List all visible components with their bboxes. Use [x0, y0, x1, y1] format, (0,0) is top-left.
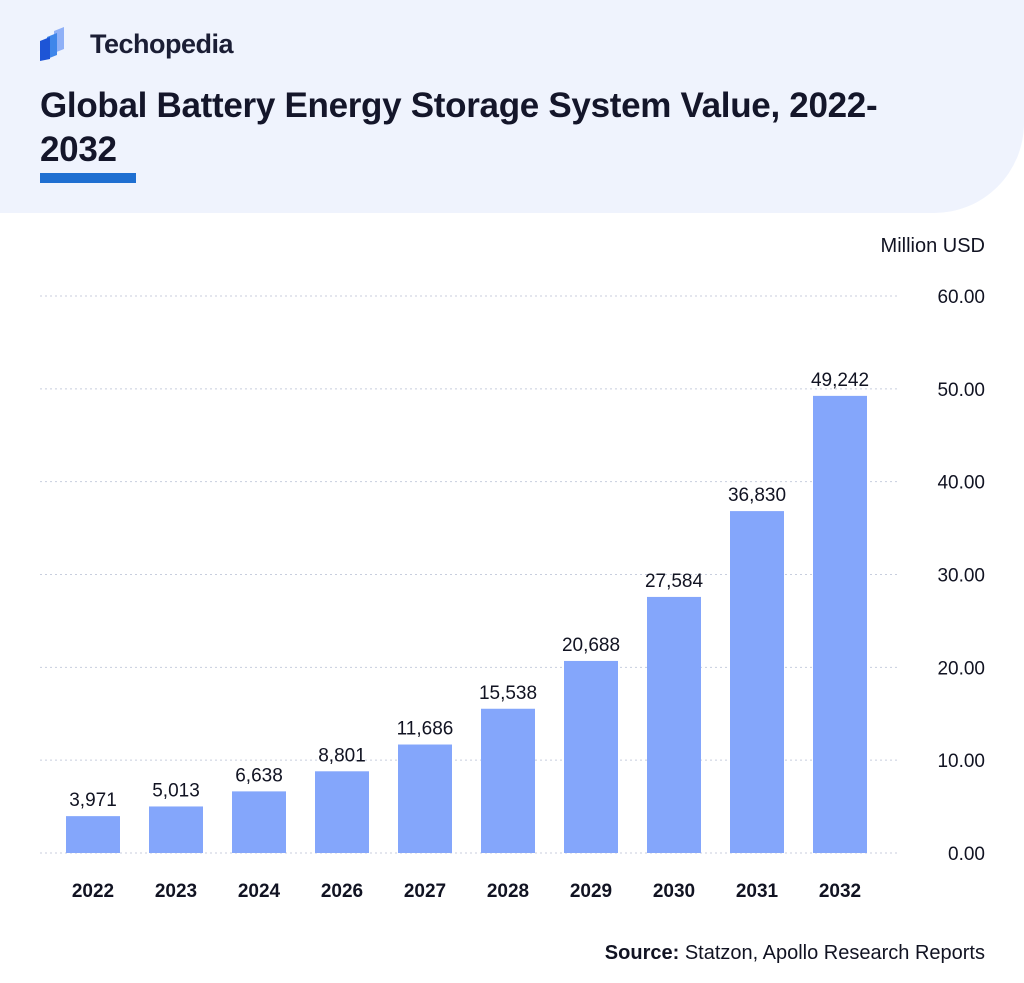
- y-tick-label: 0.00: [948, 844, 985, 865]
- bar-2023: [149, 806, 203, 853]
- y-tick-label: 30.00: [937, 566, 985, 587]
- x-tick-label: 2024: [238, 881, 281, 902]
- source-text: Statzon, Apollo Research Reports: [679, 942, 985, 964]
- x-tick-label: 2032: [819, 881, 861, 902]
- data-label: 20,688: [562, 635, 620, 656]
- x-tick-label: 2031: [736, 881, 779, 902]
- x-tick-label: 2030: [653, 881, 695, 902]
- bar-2029: [564, 660, 618, 853]
- y-tick-label: 20.00: [937, 658, 985, 679]
- brand-name: Techopedia: [90, 28, 234, 59]
- data-label: 15,538: [479, 683, 537, 704]
- bar-2031: [730, 511, 784, 853]
- x-tick-label: 2028: [487, 881, 529, 902]
- bar-2026: [315, 771, 369, 853]
- source-note: Source: Statzon, Apollo Research Reports: [605, 942, 985, 965]
- header-banner: Techopedia Global Battery Energy Storage…: [0, 0, 1024, 213]
- brand-logo: Techopedia: [40, 27, 234, 61]
- data-label: 27,584: [645, 571, 704, 592]
- x-tick-label: 2023: [155, 881, 197, 902]
- data-label: 49,242: [811, 370, 869, 391]
- bar-2028: [481, 708, 535, 853]
- y-tick-label: 40.00: [937, 473, 985, 494]
- bar-2024: [232, 791, 286, 853]
- bar-2022: [66, 816, 120, 853]
- bar-2032: [813, 395, 867, 853]
- techopedia-logo-icon: [40, 27, 64, 61]
- bar-2030: [647, 596, 701, 853]
- data-label: 36,830: [728, 485, 786, 506]
- data-label: 8,801: [318, 745, 366, 766]
- data-label: 5,013: [152, 780, 200, 801]
- x-tick-label: 2027: [404, 881, 446, 902]
- page-title: Global Battery Energy Storage System Val…: [40, 86, 878, 169]
- x-tick-label: 2022: [72, 881, 114, 902]
- data-label: 11,686: [397, 719, 454, 740]
- y-tick-label: 50.00: [937, 380, 985, 401]
- title-underline: [40, 173, 136, 183]
- data-label: 6,638: [235, 765, 283, 786]
- y-axis-unit-label: Million USD: [880, 235, 985, 257]
- data-label: 3,971: [69, 790, 117, 811]
- source-label: Source:: [604, 942, 680, 964]
- y-tick-label: 60.00: [937, 287, 985, 308]
- bar-2027: [398, 744, 452, 853]
- x-tick-label: 2026: [321, 881, 363, 902]
- x-tick-label: 2029: [570, 881, 612, 902]
- y-tick-label: 10.00: [937, 751, 985, 772]
